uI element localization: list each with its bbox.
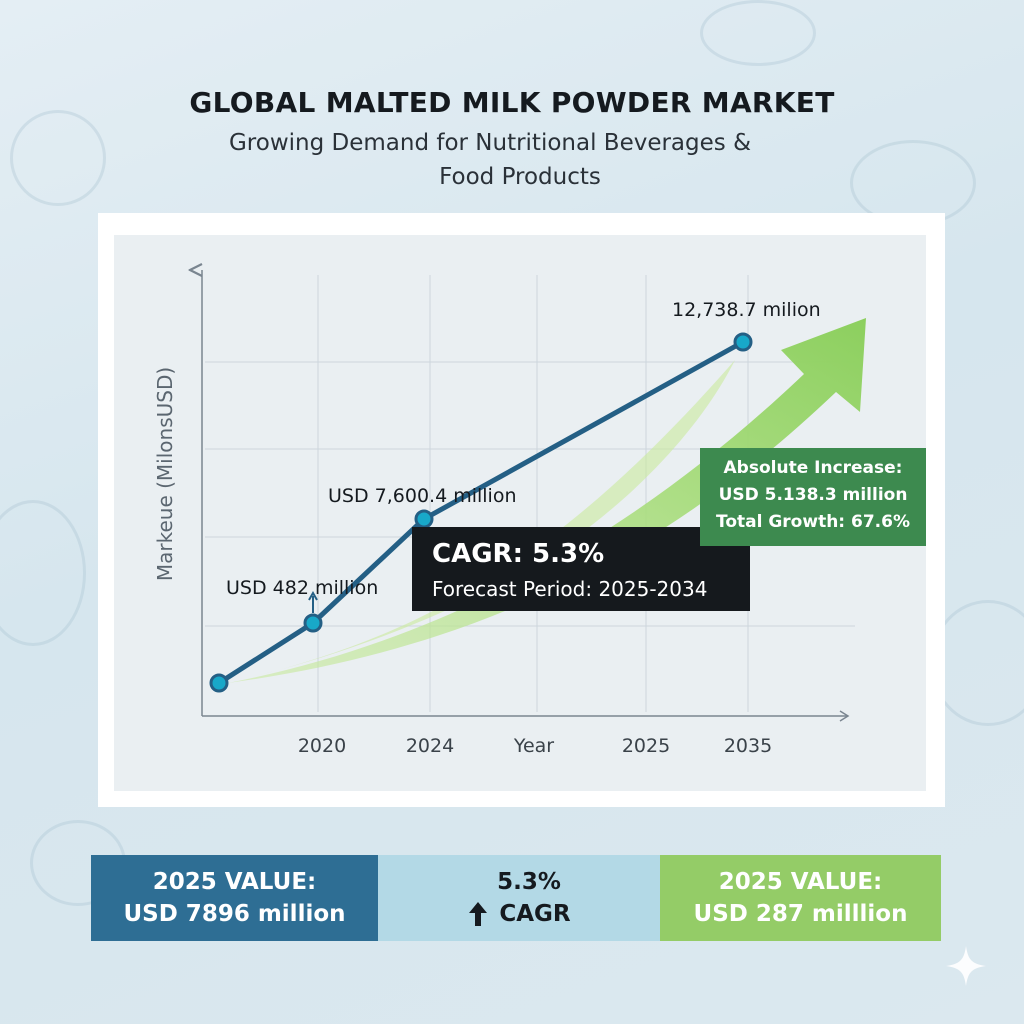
data-point	[209, 673, 229, 693]
footer-right-value: USD 287 milllion	[693, 901, 908, 927]
absolute-increase-value: USD 5.138.3 million	[718, 485, 908, 505]
absolute-increase-label: Absolute Increase:	[723, 458, 903, 478]
footer-left-value: USD 7896 million	[123, 901, 346, 927]
arrow-up-icon	[469, 902, 488, 926]
footer-mid-label: CAGR	[499, 901, 571, 927]
data-marker-tick-head	[308, 590, 318, 601]
background-decoration	[0, 500, 86, 646]
data-label: 12,738.7 milion	[672, 299, 821, 321]
background-decoration	[700, 0, 816, 66]
forecast-period: Forecast Period: 2025-2034	[432, 577, 708, 601]
absolute-increase-callout: Absolute Increase: USD 5.138.3 million T…	[700, 448, 926, 546]
footer-right-label: 2025 VALUE:	[718, 869, 883, 895]
data-label: USD 7,600.4 million	[328, 485, 517, 507]
cagr-title: CAGR: 5.3%	[432, 539, 605, 569]
footer-left-label: 2025 VALUE:	[152, 869, 317, 895]
data-point	[303, 613, 323, 633]
growth-arrow-layer	[222, 318, 866, 684]
x-tick-label: 2025	[622, 735, 670, 757]
total-growth: Total Growth: 67.6%	[715, 512, 910, 532]
footer-value-right: 2025 VALUE: USD 287 milllion	[660, 855, 941, 941]
sparkle-icon	[946, 946, 986, 986]
labels-layer: 2020 2024 2025 2035 Year Markeue (MilonsUSD) U…	[153, 299, 821, 757]
chart-axes	[202, 270, 850, 722]
series-line	[217, 339, 745, 686]
page-title: GLOBAL MALTED MILK POWDER MARKET	[189, 86, 835, 119]
background-decoration	[10, 110, 106, 206]
data-label: USD 482 million	[226, 577, 378, 599]
x-tick-label: 2024	[406, 735, 454, 757]
page-subtitle-line2: Food Products	[439, 164, 601, 190]
footer-mid-value: 5.3%	[497, 869, 561, 895]
cagr-callout: CAGR: 5.3% Forecast Period: 2025-2034	[412, 527, 750, 611]
data-point	[733, 332, 753, 352]
x-tick-label: 2035	[724, 735, 772, 757]
footer-cagr: 5.3% CAGR	[378, 855, 660, 941]
x-axis-arrowhead	[839, 710, 850, 722]
x-tick-label: 2020	[298, 735, 346, 757]
y-axis-label: Markeue (MilonsUSD)	[153, 367, 177, 581]
footer-value-left: 2025 VALUE: USD 7896 million	[91, 855, 378, 941]
series-layer	[209, 332, 753, 693]
growth-arrow-icon	[228, 318, 866, 683]
x-axis-label: Year	[513, 735, 554, 757]
page-subtitle-line1: Growing Demand for Nutritional Beverages…	[228, 130, 752, 156]
data-point	[414, 509, 434, 529]
footer-mid-row: CAGR	[467, 898, 571, 930]
